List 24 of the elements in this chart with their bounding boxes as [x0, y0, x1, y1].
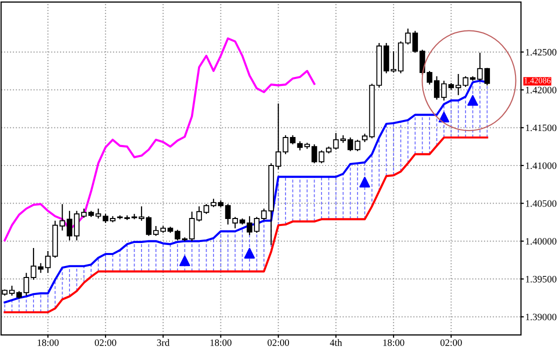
- y-tick-label: 1.40000: [526, 238, 556, 245]
- x-tick-label: 4th: [330, 339, 342, 346]
- text: 1.42086: [524, 78, 551, 84]
- y-tick-label: 1.40500: [526, 200, 556, 207]
- x-tick-label: 02:00: [440, 339, 462, 346]
- y-tick-label: 1.39000: [526, 314, 556, 320]
- point: [438, 112, 450, 122]
- x-tick-label: 18:00: [383, 339, 404, 346]
- y-tick-label: 1.41500: [526, 124, 556, 132]
- x-tick-label: 3rd: [157, 339, 170, 346]
- y-tick-label: 1.42000: [526, 86, 556, 94]
- y-tick-label: 1.42500: [526, 48, 556, 56]
- line-series: [4, 37, 316, 242]
- x-tick-label: 02:00: [268, 339, 290, 346]
- x-tick-label: 18:00: [210, 339, 232, 346]
- point: [467, 95, 478, 106]
- y-tick-label: 1.41000: [526, 162, 556, 170]
- point: [244, 248, 255, 259]
- point: [359, 176, 370, 188]
- x-tick-label: 18:00: [38, 339, 59, 346]
- point: [179, 255, 190, 266]
- x-tick-label: 02:00: [94, 339, 116, 346]
- y-tick-label: 1.39500: [526, 276, 556, 282]
- line-series: [4, 136, 488, 314]
